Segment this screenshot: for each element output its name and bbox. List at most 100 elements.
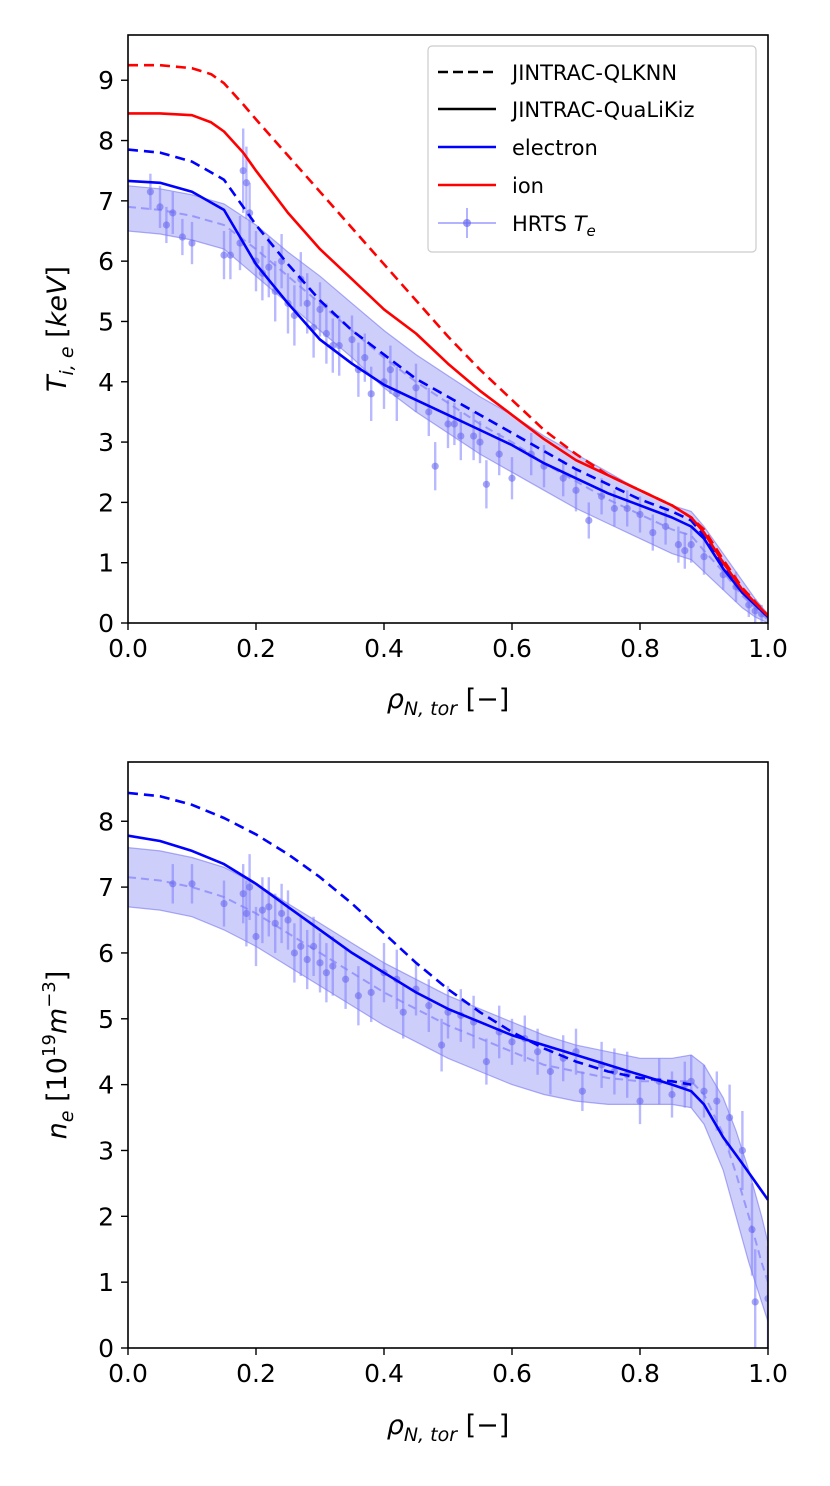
temperature-hrts-marker [178,233,186,241]
density-y-tick-label: 2 [98,1202,114,1231]
density-hrts-marker [322,969,330,977]
temperature-hrts-point [450,402,458,446]
temperature-hrts-point [162,206,170,244]
density-hrts-point [169,864,177,904]
legend-qlknn-label: JINTRAC-QLKNN [510,61,677,85]
density-hrts-marker [738,1146,747,1155]
temperature-hrts-marker [636,510,644,519]
temperature-hrts-point [425,387,433,437]
density-hrts-point [329,936,337,996]
temperature-hrts-point [239,128,247,213]
density-hrts-point [297,916,305,976]
temperature-hrts-marker [751,607,759,615]
temperature-x-axis-label: ρN, tor [−] [387,684,510,720]
temperature-hrts-marker [482,480,490,488]
density-hrts-point [242,880,250,947]
temperature-x-tick-label: 1.0 [748,634,788,663]
density-x-axis-label: ρN, tor [−] [387,1410,510,1446]
temperature-qualikiz-electron-line [128,179,768,618]
temperature-hrts-marker [662,522,670,531]
temperature-hrts-marker [335,341,343,350]
density-hrts-marker [482,1057,490,1066]
legend-hrts-label: HRTS Te [512,212,596,240]
density-hrts-point [284,890,292,950]
density-hrts-marker [246,883,254,891]
density-hrts-point [700,1064,708,1118]
density-x-tick-label: 0.0 [108,1359,148,1388]
legend-qualikiz-label: JINTRAC-QuaLiKiz [510,98,695,122]
temperature-axes-frame [127,34,769,624]
temperature-y-tick-label: 8 [98,127,114,156]
temperature-hrts-marker [367,390,375,398]
density-hrts-point [290,923,298,983]
density-hrts-marker [284,916,292,924]
density-hrts-point [246,854,254,921]
density-hrts-marker [265,903,273,911]
temperature-hrts-point [386,345,394,394]
density-hrts-marker [239,890,247,898]
density-hrts-point [220,880,228,927]
temperature-hrts-marker [322,329,330,338]
density-hrts-point [425,979,433,1032]
density-y-tick-label: 0 [98,1334,114,1363]
density-hrts-marker [508,1038,516,1046]
density-x-tick-label: 0.8 [620,1359,660,1388]
temperature-hrts-marker [226,251,234,259]
legend-hrts-swatch [438,208,496,238]
density-hrts-point [508,1018,516,1065]
temperature-hrts-point [444,399,452,449]
temperature-hrts-point [649,514,657,551]
temperature-hrts-point [431,442,439,491]
density-hrts-point [534,1028,542,1075]
temperature-fit-center-line [128,205,768,621]
temperature-hrts-marker [425,408,433,416]
density-hrts-marker [258,906,266,914]
density-ticks: 0.0 0.2 0.4 0.6 0.8 1.0 0 1 2 3 4 5 6 7 8 [98,807,788,1388]
temperature-hrts-point [146,173,154,210]
density-y-tick-label: 8 [98,807,114,836]
temperature-hrts-point [265,237,273,298]
temperature-hrts-point [188,221,196,265]
temperature-x-tick-label: 0.8 [620,634,660,663]
density-hrts-point [578,1071,587,1111]
temperature-hrts-point [335,315,343,376]
temperature-hrts-point [508,457,516,500]
temperature-hrts-marker [242,179,250,187]
density-axes-frame [127,761,769,1349]
temperature-y-tick-label: 1 [98,549,114,578]
temperature-hrts-marker [348,335,356,344]
density-hrts-marker [636,1097,644,1105]
temperature-hrts-marker [623,504,631,513]
temperature-hrts-point [559,460,567,497]
temperature-hrts-point [623,490,631,527]
temperature-hrts-point [482,460,490,509]
density-hrts-marker [700,1087,708,1095]
density-hrts-marker [399,1008,407,1016]
temperature-hrts-marker [476,438,484,446]
temperature-hrts-point [681,532,689,569]
temperature-hrts-point [687,526,695,563]
density-hrts-marker [242,909,250,918]
legend-electron-label: electron [512,136,598,160]
density-hrts-point [354,966,362,1026]
density-hrts-marker [188,880,196,888]
temperature-hrts-marker [412,384,420,392]
density-hrts-marker [297,942,305,950]
temperature-hrts-point [470,411,478,461]
temperature-x-tick-label: 0.2 [236,634,276,663]
temperature-hrts-point [226,231,234,280]
temperature-hrts-marker [188,239,196,247]
density-x-tick-label: 1.0 [748,1359,788,1388]
density-hrts-marker [252,932,260,941]
temperature-hrts-point [598,478,606,515]
density-qlknn-electron-line [128,791,692,1086]
density-hrts-point [751,1249,759,1348]
temperature-hrts-point [476,420,484,464]
temperature-hrts-marker [495,450,503,458]
legend-box [427,45,757,253]
temperature-hrts-point [585,502,593,539]
density-hrts-marker [220,899,228,908]
temperature-qlknn-ion-line [128,63,768,617]
density-hrts-marker [310,942,318,950]
